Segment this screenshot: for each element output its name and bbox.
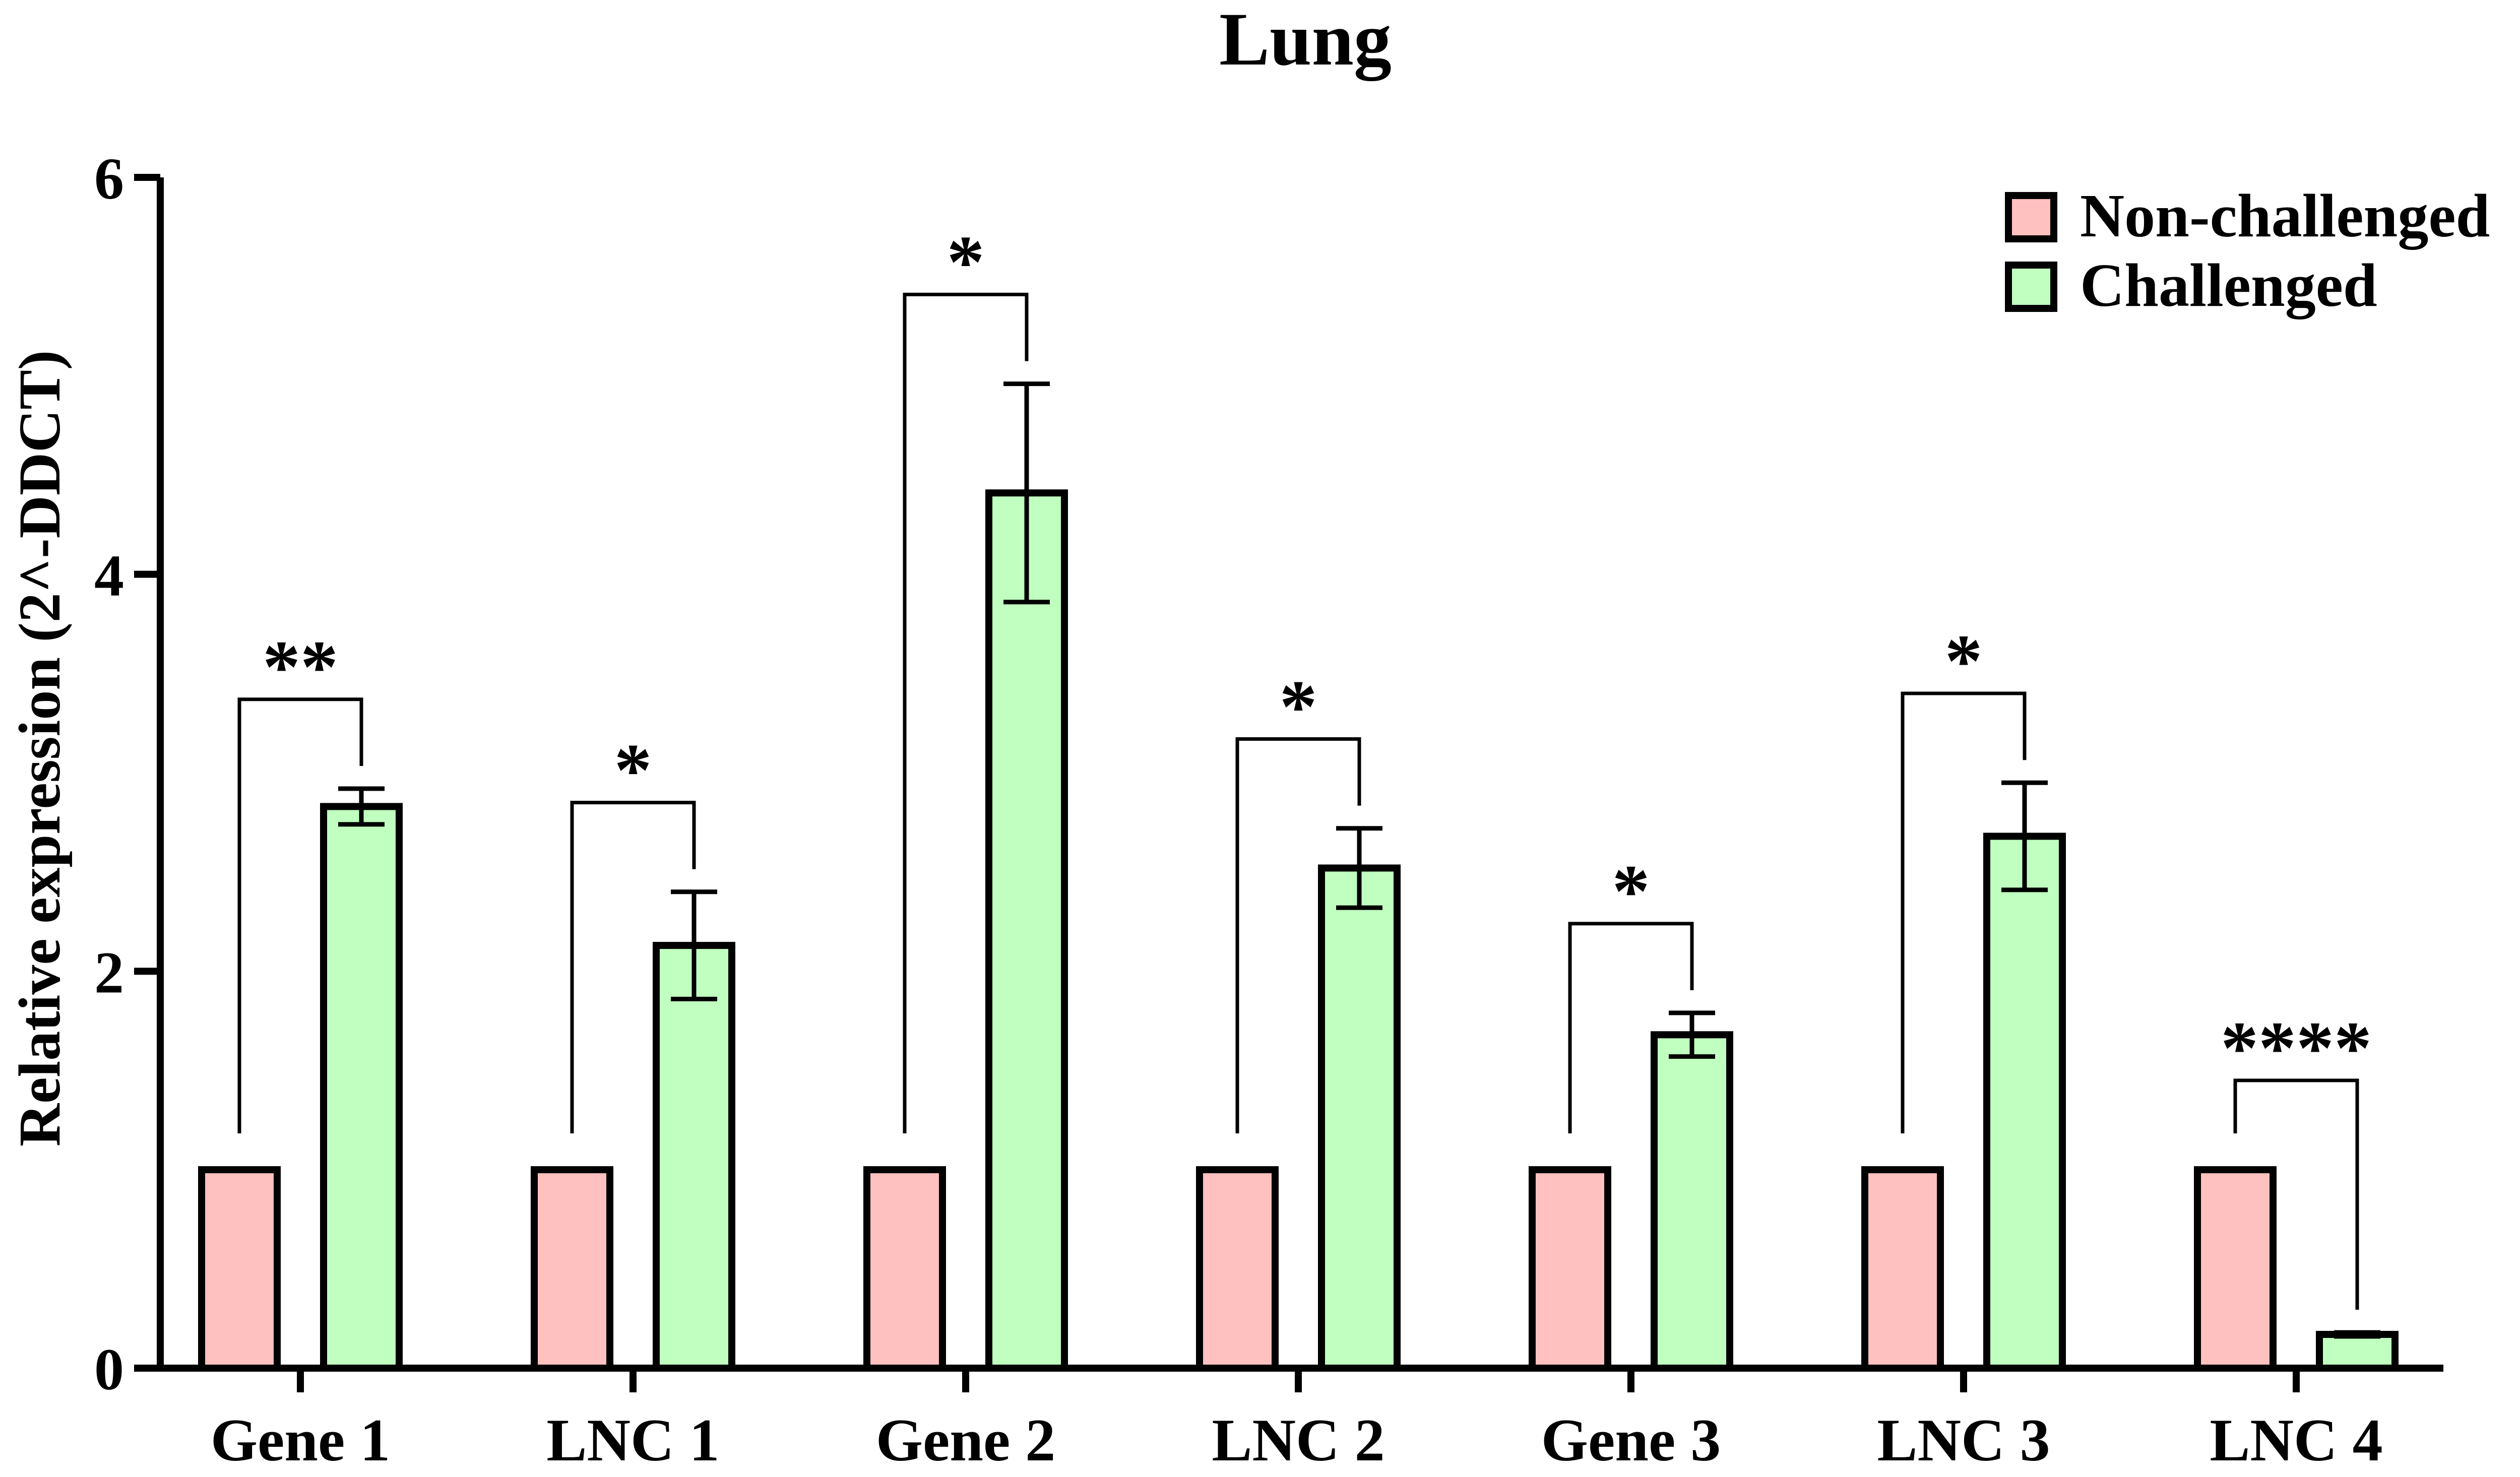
legend-label: Challenged	[2080, 251, 2377, 319]
bar-challenged	[1318, 864, 1401, 1372]
legend-swatch	[2005, 262, 2057, 312]
y-tick-label: 6	[94, 146, 124, 212]
significance-label: *	[614, 729, 652, 812]
bar-challenged	[653, 942, 735, 1372]
error-bars	[338, 381, 2380, 1339]
bar-non-challenged	[1861, 1166, 1944, 1372]
bar-non-challenged	[198, 1166, 281, 1372]
legend-swatch	[2005, 192, 2057, 242]
y-tick-label: 4	[94, 543, 124, 609]
significance-bracket	[2233, 1078, 2359, 1310]
bar-non-challenged	[2194, 1166, 2277, 1372]
bar-challenged	[320, 803, 403, 1372]
x-tick-label: Gene 1	[211, 1406, 391, 1473]
axes	[134, 174, 2443, 1392]
bar-challenged	[1983, 832, 2066, 1372]
y-tick-label: 2	[94, 939, 124, 1005]
tick-labels: 0 2 4 6 Gene 1 LNC 1 Gene 2 LNC 2 Gene 3 LNC 3 LNC…	[94, 146, 2383, 1473]
legend-label: Non-challenged	[2080, 182, 2490, 250]
chart-title: Lung	[1219, 0, 1392, 81]
y-tick-label: 0	[94, 1336, 124, 1402]
significance-label: *	[1612, 850, 1650, 933]
significance-label: *	[1945, 619, 1983, 703]
x-tick-label: LNC 4	[2210, 1406, 2382, 1473]
significance-label: *	[1280, 665, 1317, 749]
x-tick-label: Gene 3	[1541, 1406, 1721, 1473]
bar-non-challenged	[531, 1166, 613, 1372]
x-tick-label: LNC 3	[1877, 1406, 2050, 1473]
significance-label: **	[263, 625, 338, 709]
significance-bracket	[1568, 922, 1694, 1134]
x-tick-label: Gene 2	[876, 1406, 1056, 1473]
significance-bracket	[903, 292, 1029, 1134]
x-tick-label: LNC 2	[1212, 1406, 1384, 1473]
significance-bracket	[570, 801, 696, 1134]
bar-challenged	[1651, 1031, 1733, 1372]
significance-bracket	[1901, 691, 2027, 1134]
bar-non-challenged	[863, 1166, 946, 1372]
y-axis-label: Relative expression (2^-DDCT)	[7, 350, 73, 1147]
significance-bracket	[237, 697, 363, 1134]
significance-label: *	[947, 220, 985, 304]
bar-challenged	[985, 489, 1068, 1372]
significance-brackets: ***********	[237, 220, 2372, 1310]
bar-challenged	[2316, 1331, 2399, 1372]
bar-non-challenged	[1196, 1166, 1279, 1372]
significance-label: ****	[2221, 1006, 2372, 1090]
x-tick-label: LNC 1	[546, 1406, 719, 1473]
bar-non-challenged	[1529, 1166, 1611, 1372]
significance-bracket	[1235, 737, 1361, 1134]
bars	[198, 489, 2399, 1372]
